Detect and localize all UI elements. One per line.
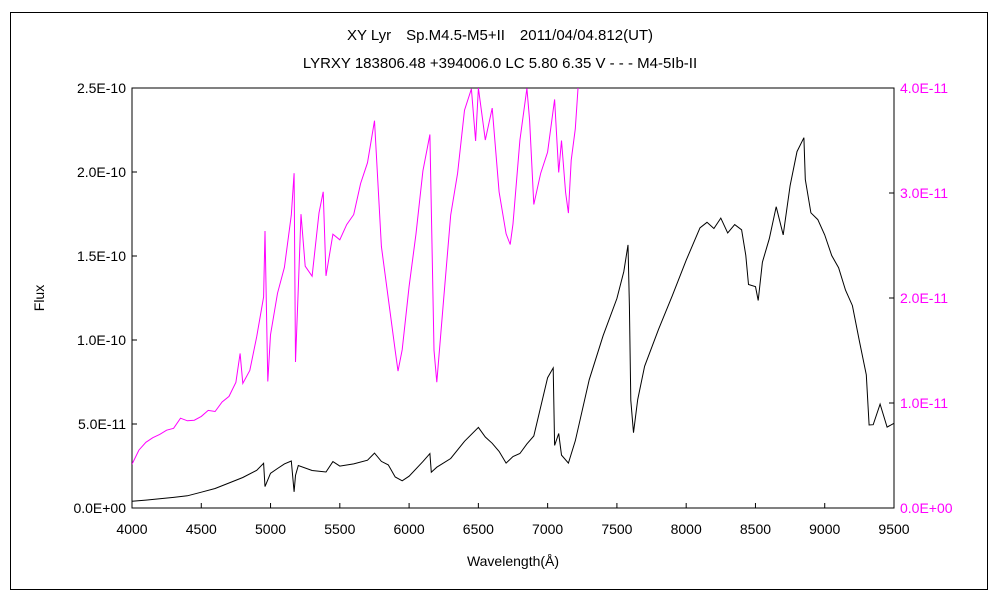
x-tick-label: 7000 bbox=[532, 521, 563, 537]
y-axis-label: Flux bbox=[31, 285, 47, 311]
x-tick-label: 8000 bbox=[671, 521, 702, 537]
x-tick-label: 5500 bbox=[324, 521, 355, 537]
x-tick-label: 6500 bbox=[463, 521, 494, 537]
plot-area bbox=[131, 87, 895, 509]
y2-tick-label: 1.0E-11 bbox=[900, 395, 948, 411]
x-axis-label: Wavelength(Å) bbox=[467, 553, 559, 569]
y2-tick-label: 0.0E+00 bbox=[900, 500, 953, 516]
y-axis-left: 0.0E+00 5.0E-11 1.0E-10 1.5E-10 2.0E-10 2.5E-… bbox=[73, 80, 137, 516]
x-tick-label: 8500 bbox=[740, 521, 771, 537]
x-tick-label: 6000 bbox=[394, 521, 425, 537]
series-line-black bbox=[132, 137, 894, 502]
y-tick-label: 5.0E-11 bbox=[78, 416, 126, 432]
y2-tick-label: 3.0E-11 bbox=[900, 185, 948, 201]
y2-tick-label: 4.0E-11 bbox=[900, 80, 948, 96]
x-tick-label: 9000 bbox=[809, 521, 840, 537]
y-tick-label: 1.0E-10 bbox=[77, 332, 126, 348]
y-tick-label: 0.0E+00 bbox=[73, 500, 126, 516]
x-tick-label: 9500 bbox=[878, 521, 909, 537]
x-tick-label: 4000 bbox=[116, 521, 147, 537]
x-tick-label: 4500 bbox=[186, 521, 217, 537]
series-line-magenta bbox=[132, 88, 579, 465]
y-tick-label: 2.5E-10 bbox=[77, 80, 126, 96]
series-group bbox=[132, 88, 894, 502]
chart-subtitle: LYRXY 183806.48 +394006.0 LC 5.80 6.35 V… bbox=[303, 55, 697, 72]
y-tick-label: 1.5E-10 bbox=[77, 248, 126, 264]
x-tick-label: 7500 bbox=[601, 521, 632, 537]
y-axis-right: 0.0E+00 1.0E-11 2.0E-11 3.0E-11 4.0E-11 bbox=[889, 80, 953, 516]
x-axis: 4000 4500 5000 5500 6000 6500 7000 7500 8000 8500… bbox=[116, 503, 910, 537]
y2-tick-label: 2.0E-11 bbox=[900, 290, 948, 306]
chart-frame bbox=[10, 12, 988, 590]
x-tick-label: 5000 bbox=[255, 521, 286, 537]
y-tick-label: 2.0E-10 bbox=[77, 164, 126, 180]
chart-title: XY Lyr Sp.M4.5-M5+II 2011/04/04.812(UT) bbox=[347, 27, 653, 44]
